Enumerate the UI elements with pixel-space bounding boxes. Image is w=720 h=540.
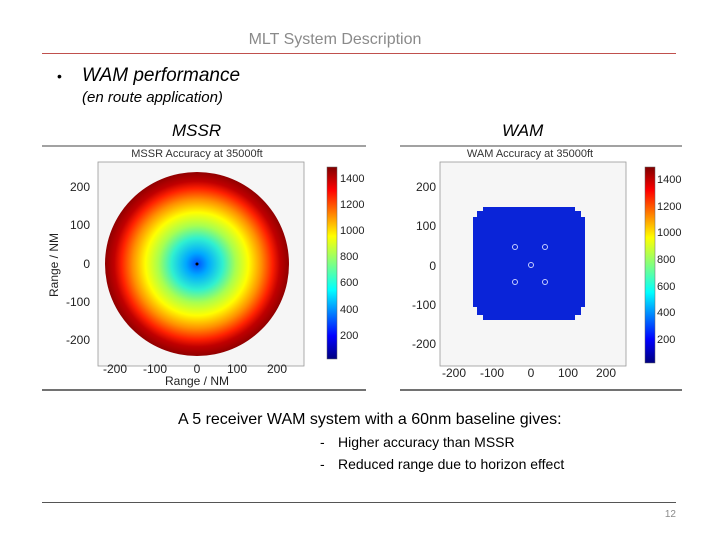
mssr-colorbar-tick: 1200 [340,199,364,211]
wam-y-tick: -200 [412,337,436,351]
page-number: 12 [664,509,676,520]
wam-x-tick: 200 [596,366,616,380]
title-divider [42,53,676,54]
wam-plot-label: WAM [502,121,544,140]
wam-colorbar-tick: 800 [657,254,675,266]
mssr-colorbar-tick: 600 [340,277,358,289]
wam-colorbar-tick: 200 [657,334,675,346]
wam-colorbar [644,166,656,364]
footer-divider [42,502,676,503]
wam-colorbar-tick: 400 [657,307,675,319]
mssr-radar-site [195,262,199,266]
mssr-x-tick: 0 [194,362,201,376]
mssr-y-tick: 200 [70,180,90,194]
wam-plot-svg: WAM Accuracy at 35000ft 200 100 0 -100 -… [400,145,682,392]
mssr-y-tick: 0 [83,257,90,271]
slide-title: MLT System Description [248,31,422,48]
summary-point: - Reduced range due to horizon effect [320,456,564,472]
mssr-accuracy-plot: MSSR Accuracy at 35000ft 200 100 0 -100 … [42,145,366,392]
wam-y-tick: -100 [412,298,436,312]
mssr-x-tick: 200 [267,362,287,376]
bullet-subheading: (en route application) [82,89,223,106]
mssr-colorbar-tick: 800 [340,251,358,263]
summary-text: A 5 receiver WAM system with a 60nm base… [178,411,562,428]
bullet-marker: • [57,68,62,84]
mssr-x-tick: -200 [103,362,127,376]
mssr-y-tick: -100 [66,295,90,309]
wam-colorbar-tick: 1000 [657,227,681,239]
mssr-colorbar-tick: 200 [340,330,358,342]
summary-point-text: Higher accuracy than MSSR [338,434,515,450]
mssr-x-axis-label: Range / NM [165,374,229,388]
mssr-x-tick: 100 [227,362,247,376]
wam-y-tick: 100 [416,219,436,233]
wam-x-tick: 0 [528,366,535,380]
mssr-plot-label: MSSR [172,121,222,140]
dash-marker: - [320,456,325,472]
mssr-y-axis-label: Range / NM [47,233,61,297]
wam-y-tick: 0 [429,259,436,273]
bullet-heading: WAM performance [82,65,241,86]
mssr-colorbar-tick: 400 [340,304,358,316]
wam-colorbar-tick: 600 [657,281,675,293]
wam-accuracy-plot: WAM Accuracy at 35000ft 200 100 0 -100 -… [400,145,682,392]
mssr-plot-heading: MSSR Accuracy at 35000ft [131,148,262,160]
wam-colorbar-tick: 1200 [657,201,681,213]
mssr-plot-svg: MSSR Accuracy at 35000ft 200 100 0 -100 … [42,145,366,392]
mssr-x-tick: -100 [143,362,167,376]
summary-point: - Higher accuracy than MSSR [320,434,515,450]
summary-point-text: Reduced range due to horizon effect [338,456,565,472]
wam-colorbar-tick: 1400 [657,174,681,186]
wam-y-tick: 200 [416,180,436,194]
mssr-y-tick: -200 [66,333,90,347]
mssr-colorbar-tick: 1000 [340,225,364,237]
dash-marker: - [320,434,325,450]
wam-receiver-sites [512,244,548,285]
mssr-colorbar [326,166,338,360]
wam-x-tick: 100 [558,366,578,380]
mssr-colorbar-tick: 1400 [340,173,364,185]
wam-x-tick: -200 [442,366,466,380]
mssr-y-tick: 100 [70,218,90,232]
wam-x-tick: -100 [480,366,504,380]
wam-plot-heading: WAM Accuracy at 35000ft [467,148,593,160]
